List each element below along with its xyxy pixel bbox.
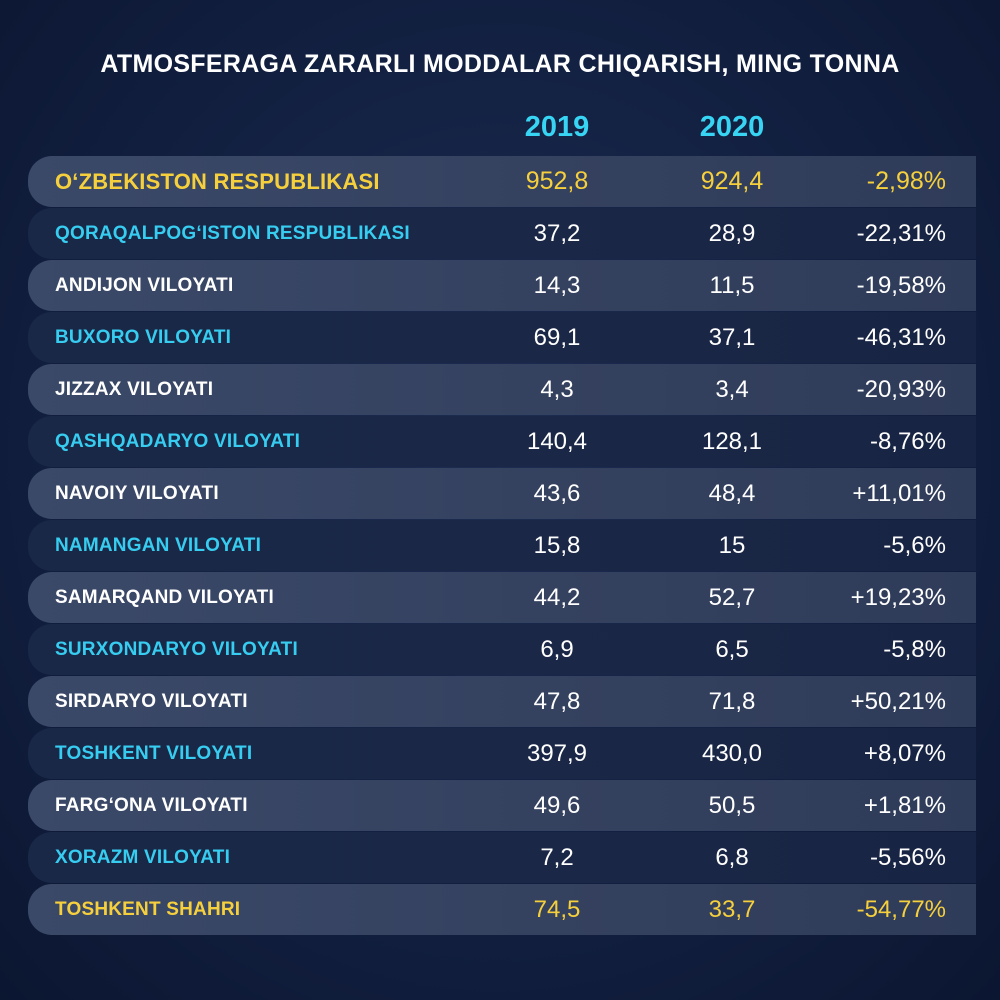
table-row: BUXORO VILOYATI 69,1 37,1 -46,31% (28, 312, 976, 363)
region-name: FARG‘ONA VILOYATI (55, 795, 248, 816)
table-row-capital: TOSHKENT SHAHRI 74,5 33,7 -54,77% (28, 884, 976, 935)
value-2019: 15,8 (533, 532, 581, 559)
change-percent: +50,21% (850, 688, 946, 715)
value-2020: 37,1 (708, 324, 756, 351)
value-2019: 7,2 (540, 844, 574, 871)
value-2020: 6,8 (715, 844, 749, 871)
table-row: QORAQALPOG‘ISTON RESPUBLIKASI 37,2 28,9 … (28, 208, 976, 259)
value-2020: 33,7 (708, 896, 756, 923)
region-name: TOSHKENT VILOYATI (55, 743, 253, 764)
region-name: NAMANGAN VILOYATI (55, 535, 262, 556)
page-title: ATMOSFERAGA ZARARLI MODDALAR CHIQARISH, … (100, 50, 900, 78)
change-percent: -5,56% (869, 844, 946, 871)
table-row: XORAZM VILOYATI 7,2 6,8 -5,56% (28, 832, 976, 883)
change-percent: -46,31% (856, 324, 946, 351)
value-2020: 6,5 (715, 636, 749, 663)
value-2019: 47,8 (533, 688, 581, 715)
value-2020: 50,5 (708, 792, 756, 819)
value-2019: 43,6 (533, 480, 581, 507)
change-percent: +1,81% (863, 792, 946, 819)
value-2020: 11,5 (709, 272, 755, 299)
table-row: NAVOIY VILOYATI 43,6 48,4 +11,01% (28, 468, 976, 519)
value-2020: 3,4 (715, 376, 749, 403)
value-2020: 924,4 (700, 167, 764, 195)
change-percent: +19,23% (850, 584, 946, 611)
region-name: SIRDARYO VILOYATI (55, 691, 248, 712)
table-row: SURXONDARYO VILOYATI 6,9 6,5 -5,8% (28, 624, 976, 675)
region-name: O‘ZBEKISTON RESPUBLIKASI (55, 169, 380, 194)
column-header-2020: 2020 (699, 111, 765, 143)
value-2019: 49,6 (533, 792, 581, 819)
change-percent: -8,76% (869, 428, 946, 455)
region-name: ANDIJON VILOYATI (55, 275, 234, 296)
change-percent: -2,98% (866, 167, 946, 195)
region-name: XORAZM VILOYATI (55, 847, 231, 868)
change-percent: -5,8% (883, 636, 946, 663)
change-percent: -5,6% (883, 532, 946, 559)
table-row: SIRDARYO VILOYATI 47,8 71,8 +50,21% (28, 676, 976, 727)
table-row: SAMARQAND VILOYATI 44,2 52,7 +19,23% (28, 572, 976, 623)
region-name: TOSHKENT SHAHRI (55, 899, 241, 920)
table-row: QASHQADARYO VILOYATI 140,4 128,1 -8,76% (28, 416, 976, 467)
change-percent: +11,01% (852, 480, 946, 507)
value-2019: 37,2 (533, 220, 581, 247)
region-name: NAVOIY VILOYATI (55, 483, 219, 504)
table-row: TOSHKENT VILOYATI 397,9 430,0 +8,07% (28, 728, 976, 779)
table-row: NAMANGAN VILOYATI 15,8 15 -5,6% (28, 520, 976, 571)
region-name: BUXORO VILOYATI (55, 327, 232, 348)
value-2019: 397,9 (526, 740, 588, 767)
value-2019: 140,4 (526, 428, 588, 455)
region-name: JIZZAX VILOYATI (55, 379, 214, 400)
value-2020: 52,7 (708, 584, 756, 611)
value-2019: 74,5 (533, 896, 581, 923)
table-row: JIZZAX VILOYATI 4,3 3,4 -20,93% (28, 364, 976, 415)
value-2019: 69,1 (533, 324, 581, 351)
region-name: QASHQADARYO VILOYATI (55, 431, 301, 452)
change-percent: +8,07% (863, 740, 946, 767)
value-2020: 128,1 (701, 428, 763, 455)
value-2020: 48,4 (708, 480, 756, 507)
value-2020: 430,0 (701, 740, 763, 767)
emissions-table: O‘ZBEKISTON RESPUBLIKASI 952,8 924,4 -2,… (28, 156, 976, 936)
region-name: SAMARQAND VILOYATI (55, 587, 274, 608)
value-2020: 71,8 (708, 688, 756, 715)
value-2019: 44,2 (533, 584, 581, 611)
value-2020: 15 (718, 532, 746, 559)
value-2019: 4,3 (540, 376, 574, 403)
value-2019: 6,9 (540, 636, 574, 663)
change-percent: -22,31% (856, 220, 946, 247)
table-row-total: O‘ZBEKISTON RESPUBLIKASI 952,8 924,4 -2,… (28, 156, 976, 207)
table-row: ANDIJON VILOYATI 14,3 11,5 -19,58% (28, 260, 976, 311)
value-2019: 952,8 (525, 167, 589, 195)
table-row: FARG‘ONA VILOYATI 49,6 50,5 +1,81% (28, 780, 976, 831)
region-name: SURXONDARYO VILOYATI (55, 639, 298, 660)
value-2019: 14,3 (533, 272, 581, 299)
value-2020: 28,9 (708, 220, 756, 247)
change-percent: -20,93% (856, 376, 946, 403)
region-name: QORAQALPOG‘ISTON RESPUBLIKASI (55, 223, 410, 244)
column-header-2019: 2019 (524, 111, 590, 143)
change-percent: -54,77% (856, 896, 946, 923)
change-percent: -19,58% (856, 272, 946, 299)
